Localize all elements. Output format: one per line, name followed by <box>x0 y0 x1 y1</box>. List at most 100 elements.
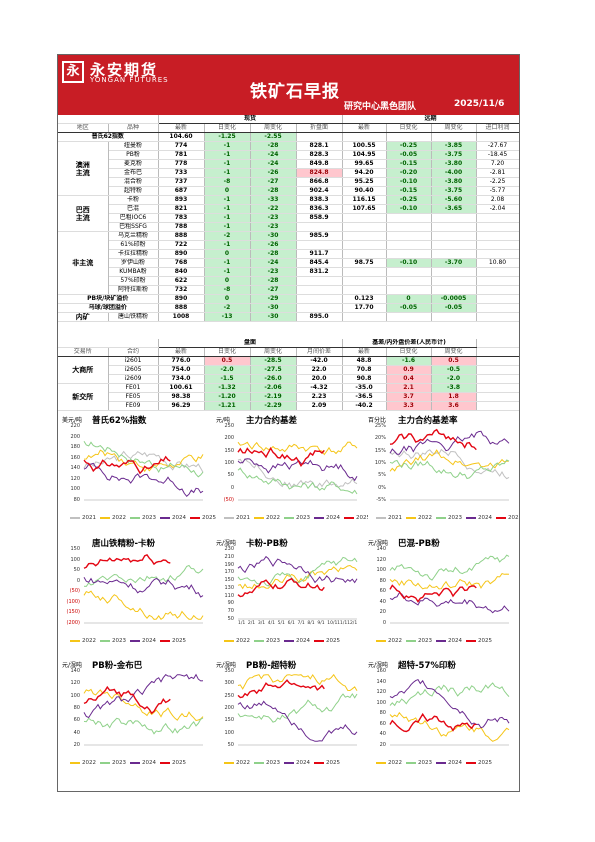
month-spread: 20.0 <box>296 374 343 384</box>
far-week: -3.85 <box>431 141 477 151</box>
chart-3: 主力合约基差率 百分比 25% 20% 15% 10% 5% 0% -5% 2021 2022 202… <box>368 412 519 527</box>
table-row: 巴混 821 -1 -22 836.3 107.65 -0.10 -3.65 -2.04 <box>58 204 519 214</box>
table-row: 金布巴 733 -1 -26 824.8 94.20 -0.20 -4.00 -2.81 <box>58 168 519 178</box>
latest-value: 687 <box>158 186 205 196</box>
column-header: 进口利润 <box>476 123 519 133</box>
latest-value: 893 <box>158 195 205 205</box>
y-tick-label: 200 <box>224 435 234 442</box>
legend-label: 2023 <box>142 515 156 521</box>
week-change: -23 <box>250 222 297 232</box>
chart-plot <box>237 673 358 746</box>
far-latest: 94.20 <box>342 168 387 178</box>
series-line-2025 <box>389 428 477 451</box>
disk-price: 985.9 <box>296 231 343 241</box>
far-latest: 107.65 <box>342 204 387 214</box>
day-change: -2 <box>204 303 251 313</box>
x-tick-label: 6/1 <box>287 621 295 626</box>
spread-name: 乌球/球团溢价 <box>58 303 159 313</box>
import-profit: 2.08 <box>476 195 519 205</box>
series-line-2025 <box>389 584 477 603</box>
week-change: -27 <box>250 285 297 295</box>
y-tick-label: 25% <box>374 423 386 429</box>
legend-swatch <box>314 639 324 642</box>
latest-value: 768 <box>158 258 205 268</box>
legend-swatch <box>254 761 264 764</box>
y-tick-label: 20 <box>73 742 80 748</box>
latest-value: 888 <box>158 303 205 313</box>
basis-latest: -40.2 <box>342 401 387 411</box>
latest-value: 1008 <box>158 312 205 322</box>
index-day: -1.25 <box>204 132 251 142</box>
series-line-2023 <box>83 717 204 735</box>
legend-swatch <box>254 639 264 642</box>
legend-label: 2024 <box>172 515 186 521</box>
far-week: -3.75 <box>431 150 477 160</box>
latest-value: 788 <box>158 222 205 232</box>
legend-swatch <box>224 761 234 764</box>
report-date: 2025/11/6 <box>454 99 505 109</box>
week-change: -26 <box>250 168 297 178</box>
legend-swatch <box>160 639 170 642</box>
chart-legend: 2021 2022 2023 2024 2025 <box>220 515 370 521</box>
legend-swatch <box>376 639 386 642</box>
series-line-2025 <box>83 554 171 569</box>
series-line-2023 <box>237 467 358 495</box>
far-day <box>386 240 432 250</box>
legend-swatch <box>70 761 80 764</box>
latest-value: 774 <box>158 141 205 151</box>
report-header: 永 永安期货 YONGAN FUTURES 铁矿石早报 研究中心黑色团队 202… <box>58 55 519 115</box>
far-day <box>386 285 432 295</box>
legend-swatch <box>436 639 446 642</box>
spread-name: PB块/块矿溢价 <box>58 294 159 304</box>
column-header: 周变化 <box>431 347 477 357</box>
disk-price: 866.8 <box>296 177 343 187</box>
y-tick-label: 140 <box>70 465 80 472</box>
week-change: -27 <box>250 177 297 187</box>
y-tick-label: (150) <box>66 609 80 616</box>
disk-price: 824.8 <box>296 168 343 178</box>
legend-swatch <box>436 761 446 764</box>
y-tick-label: 50 <box>227 616 234 622</box>
legend-label: 2023 <box>418 760 432 766</box>
series-line-2022 <box>83 688 204 722</box>
legend-label: 2025 <box>478 638 492 644</box>
table-cell <box>476 392 519 402</box>
legend-swatch <box>70 639 80 642</box>
day-change: -1.21 <box>204 401 251 411</box>
y-tick-label: 120 <box>376 556 386 563</box>
latest-value: 821 <box>158 204 205 214</box>
series-line-2024 <box>83 577 204 598</box>
legend-label: 2024 <box>142 638 156 644</box>
legend-swatch <box>130 761 140 764</box>
chart-title: 主力合约基差 <box>246 416 298 426</box>
column-header: 日变化 <box>386 347 432 357</box>
table-row: 61%印粉 722 -1 -26 <box>58 240 519 250</box>
y-tick-label: 80 <box>379 577 386 584</box>
product-name: 金布巴 <box>108 168 159 178</box>
series-line-2022 <box>389 449 510 472</box>
legend-label: 2023 <box>448 515 462 521</box>
legend-swatch <box>100 761 110 764</box>
far-day: 0 <box>386 294 432 304</box>
far-latest: 0.123 <box>342 294 387 304</box>
legend-swatch <box>284 761 294 764</box>
far-day: -0.25 <box>386 195 432 205</box>
import-profit <box>476 240 519 250</box>
column-header: 最新 <box>342 123 387 133</box>
y-tick-label: 120 <box>376 689 386 696</box>
latest-value: 754.0 <box>158 365 205 375</box>
week-change: -28 <box>250 276 297 286</box>
far-week: -3.80 <box>431 177 477 187</box>
product-name: KUMBA粉 <box>108 267 159 277</box>
y-tick-label: 120 <box>70 680 80 687</box>
x-tick-label: 8/1 <box>307 621 315 626</box>
day-change: 0 <box>204 249 251 259</box>
x-tick-label: 4/1 <box>267 621 275 626</box>
chart-title: 主力合约基差率 <box>398 416 458 426</box>
product-name: 卡粉 <box>108 195 159 205</box>
disk-price: 828.1 <box>296 141 343 151</box>
legend-swatch <box>466 639 476 642</box>
y-tick-label: 50 <box>227 472 234 479</box>
legend-label: 2025 <box>478 760 492 766</box>
table-cell <box>476 132 519 142</box>
